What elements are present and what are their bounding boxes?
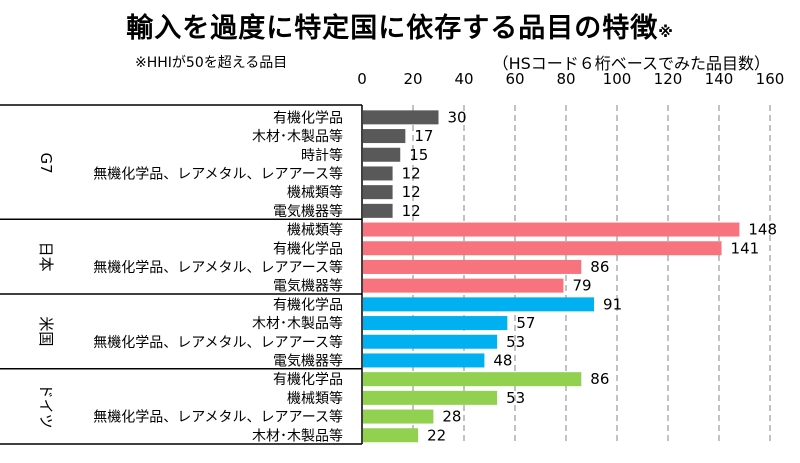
category-label: 木材･木製品等 [252, 427, 343, 444]
chart-title-text: 輸入を過度に特定国に依存する品目の特徴 [126, 13, 659, 44]
x-tick-label: 160 [756, 70, 785, 88]
value-label: 57 [516, 314, 535, 332]
bar [363, 129, 406, 144]
group-label: 日本 [37, 242, 55, 272]
value-label: 12 [402, 183, 421, 201]
value-label: 12 [402, 164, 421, 182]
value-label: 12 [402, 202, 421, 220]
bar [363, 110, 439, 125]
x-tick-labels: 0 20 40 60 80 100 120 140 160 [357, 70, 784, 88]
value-label: 53 [506, 333, 525, 351]
bar [363, 316, 508, 331]
bar [363, 259, 582, 274]
x-tick-label: 140 [705, 70, 734, 88]
x-tick-label: 0 [357, 70, 367, 88]
value-label: 91 [603, 295, 622, 313]
value-label: 148 [748, 221, 777, 239]
category-label: 木材･木製品等 [252, 128, 343, 145]
category-label: 電気機器等 [273, 203, 343, 220]
category-label: 有機化学品 [273, 241, 343, 257]
value-label: 15 [409, 146, 428, 164]
bars [363, 110, 740, 443]
category-label: 無機化学品、レアメタル、レアアース等 [93, 259, 343, 276]
category-label: 無機化学品、レアメタル、レアアース等 [93, 334, 343, 351]
category-labels: 有機化学品木材･木製品等時計等無機化学品、レアメタル、レアアース等機械類等電気機… [93, 110, 343, 444]
category-label: 電気機器等 [273, 278, 343, 295]
bar [363, 334, 498, 349]
bar [363, 278, 564, 293]
category-label: 機械類等 [287, 184, 343, 201]
category-label: 無機化学品、レアメタル、レアアース等 [93, 165, 343, 182]
category-label: 有機化学品 [273, 297, 343, 313]
x-tick-label: 120 [654, 70, 683, 88]
value-label: 28 [442, 408, 461, 426]
bar [363, 390, 498, 405]
bar [363, 428, 419, 443]
category-label: 機械類等 [287, 222, 343, 239]
category-label: 無機化学品、レアメタル、レアアース等 [93, 409, 343, 426]
value-label: 48 [493, 351, 512, 369]
bar [363, 166, 393, 181]
group-label: ドイツ [37, 384, 55, 429]
bar [363, 147, 401, 162]
bar [363, 353, 485, 368]
group-frame [0, 104, 363, 445]
bar [363, 185, 393, 200]
category-label: 木材･木製品等 [252, 315, 343, 332]
category-label: 電気機器等 [273, 352, 343, 369]
x-tick-label: 80 [556, 70, 575, 88]
value-label: 53 [506, 389, 525, 407]
chart-title-mark: ※ [658, 23, 674, 41]
bar [363, 222, 740, 237]
unit-label: （HSコード６桁ベースでみた品目数） [492, 54, 770, 73]
x-tick-label: 60 [505, 70, 524, 88]
category-label: 機械類等 [287, 390, 343, 407]
value-label: 30 [448, 108, 467, 126]
x-tick-label: 40 [454, 70, 473, 88]
value-label: 17 [414, 127, 433, 145]
x-tick-label: 100 [603, 70, 632, 88]
chart-note: ※HHIが50を超える品目 [135, 55, 288, 71]
bar [363, 372, 582, 387]
category-label: 有機化学品 [273, 110, 343, 126]
value-label: 141 [731, 239, 760, 257]
bar [363, 409, 434, 424]
x-tick-label: 20 [403, 70, 422, 88]
bar [363, 241, 722, 256]
bar [363, 297, 595, 312]
bar [363, 203, 393, 218]
grid-lines [412, 105, 771, 444]
group-label: 米国 [37, 316, 55, 346]
value-label: 86 [590, 370, 609, 388]
value-label: 86 [590, 258, 609, 276]
category-label: 時計等 [301, 147, 343, 164]
group-label: G7 [37, 153, 55, 174]
chart-title: 輸入を過度に特定国に依存する品目の特徴※ [0, 6, 800, 45]
value-label: 22 [427, 426, 446, 444]
category-label: 有機化学品 [273, 372, 343, 388]
value-label: 79 [572, 277, 591, 295]
